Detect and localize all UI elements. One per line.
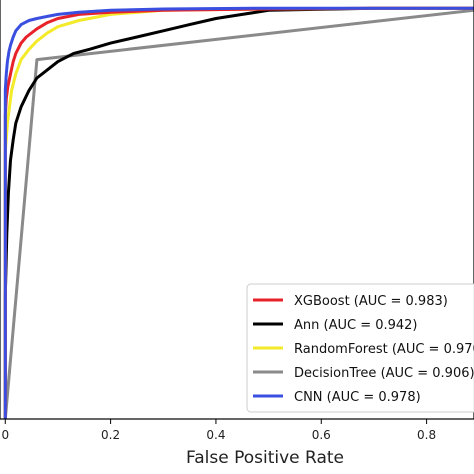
x-tick-label: 0.6 [312, 428, 331, 442]
series-layer [3, 6, 474, 419]
legend-label: DecisionTree (AUC = 0.906) [294, 366, 474, 381]
x-tick-label: 0.2 [101, 428, 120, 442]
plot-frame [0, 0, 474, 420]
legend-box [246, 283, 474, 413]
legend-label: Ann (AUC = 0.942) [294, 318, 418, 333]
legend-label: RandomForest (AUC = 0.970) [294, 342, 474, 357]
series-line-3 [3, 8, 474, 419]
x-tick-label: 0 [1, 428, 9, 442]
legend-label: XGBoost (AUC = 0.983) [294, 294, 448, 309]
series-line-1 [3, 6, 474, 419]
x-axis-label: False Positive Rate [186, 448, 344, 468]
x-tick-label: 0.8 [417, 428, 436, 442]
legend: XGBoost (AUC = 0.983) Ann (AUC = 0.942) Ra… [246, 283, 474, 413]
series-line-4 [3, 6, 474, 419]
legend-label: CNN (AUC = 0.978) [294, 390, 421, 405]
x-tick-label: 0.4 [206, 428, 225, 442]
x-axis: 0 0.2 0.4 0.6 0.8 [1, 419, 436, 442]
